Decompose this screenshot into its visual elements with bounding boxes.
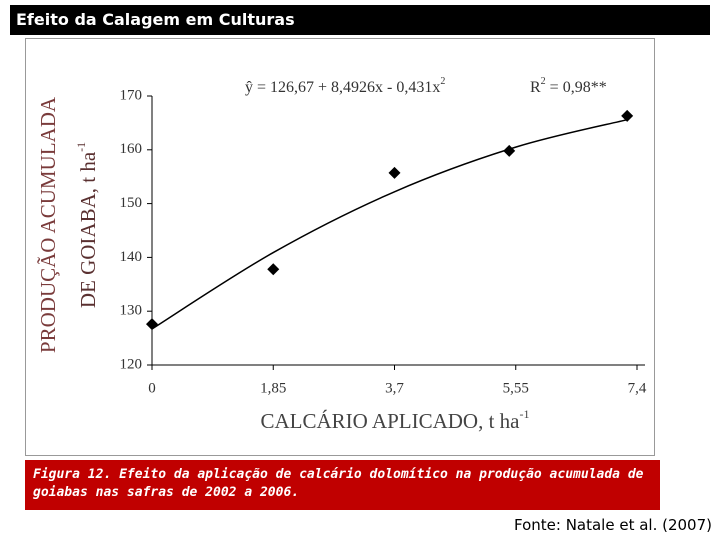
y-tick-label: 130 [120, 303, 143, 319]
equation-sup: 2 [440, 76, 445, 87]
y-tick-label: 120 [120, 356, 143, 372]
y-label-text: DE GOIABA, t ha [76, 151, 100, 308]
x-tick-label: 7,4 [628, 380, 647, 396]
x-tick-label: 5,55 [503, 380, 529, 396]
r2-text: R [530, 79, 541, 96]
y-tick-label: 150 [120, 195, 143, 211]
caption: Figura 12. Efeito da aplicação de calcár… [25, 460, 660, 510]
x-label: CALCÁRIO APLICADO, t ha-1 [260, 407, 529, 433]
y-tick-label: 140 [120, 249, 143, 265]
y-label: PRODUÇÃO ACUMULADA [36, 96, 60, 353]
y-tick-label: 160 [120, 141, 143, 157]
x-tick-label: 0 [148, 380, 156, 396]
source: Fonte: Natale et al. (2007) [513, 516, 712, 534]
x-label-text: CALCÁRIO APLICADO, t ha [260, 409, 520, 433]
x-label-sup: -1 [520, 407, 530, 421]
equation-text: ŷ = 126,67 + 8,4926x - 0,431x [245, 79, 440, 96]
x-tick-label: 1,85 [260, 380, 286, 396]
point [267, 263, 280, 276]
point [621, 109, 634, 122]
x-tick-label: 3,7 [385, 380, 404, 396]
r2-value: = 0,98** [546, 79, 607, 96]
slide-title: Efeito da Calagem em Culturas [10, 5, 710, 35]
chart-frame [25, 38, 655, 456]
r2-sup: 2 [541, 76, 546, 87]
y-label-sup: -1 [74, 142, 88, 152]
equation: ŷ = 126,67 + 8,4926x - 0,431x2 [245, 76, 445, 95]
trend-line [151, 118, 628, 330]
r2: R2 = 0,98** [530, 76, 607, 95]
y-label: DE GOIABA, t ha-1 [74, 142, 100, 308]
point [388, 166, 401, 179]
y-tick-label: 170 [120, 87, 143, 103]
